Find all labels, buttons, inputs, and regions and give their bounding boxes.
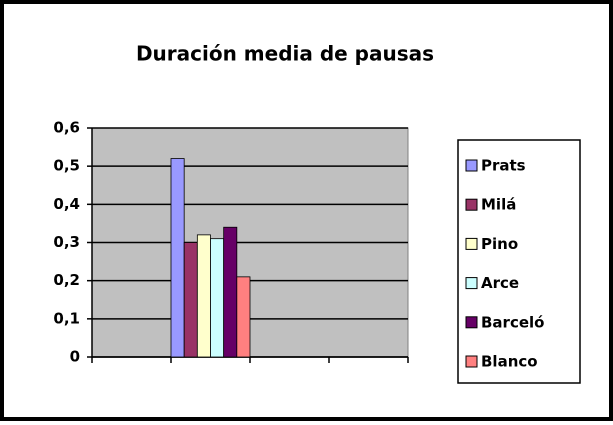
y-tick-label: 0	[70, 348, 80, 366]
y-tick-label: 0,3	[53, 233, 80, 251]
legend-label: Blanco	[481, 353, 538, 371]
legend-swatch	[465, 237, 478, 250]
bar	[196, 234, 211, 358]
legend-swatch	[465, 277, 478, 290]
legend-label: Prats	[481, 157, 526, 175]
legend	[457, 139, 581, 384]
legend-label: Barceló	[481, 313, 544, 331]
y-tick-label: 0,4	[53, 195, 80, 213]
legend-swatch	[465, 316, 478, 329]
bar	[236, 276, 251, 358]
bar	[223, 226, 238, 358]
bar	[183, 242, 198, 358]
legend-swatch	[465, 159, 478, 172]
legend-swatch	[465, 198, 478, 211]
bar	[210, 238, 225, 358]
y-tick-label: 0,1	[53, 309, 80, 327]
legend-label: Milá	[481, 196, 516, 214]
legend-swatch	[465, 355, 478, 368]
chart-title: Duración media de pausas	[136, 42, 434, 66]
y-tick-label: 0,6	[53, 119, 80, 137]
y-tick-label: 0,5	[53, 157, 80, 175]
y-tick-label: 0,2	[53, 271, 80, 289]
legend-label: Arce	[481, 274, 519, 292]
legend-label: Pino	[481, 235, 518, 253]
bar	[170, 158, 185, 358]
